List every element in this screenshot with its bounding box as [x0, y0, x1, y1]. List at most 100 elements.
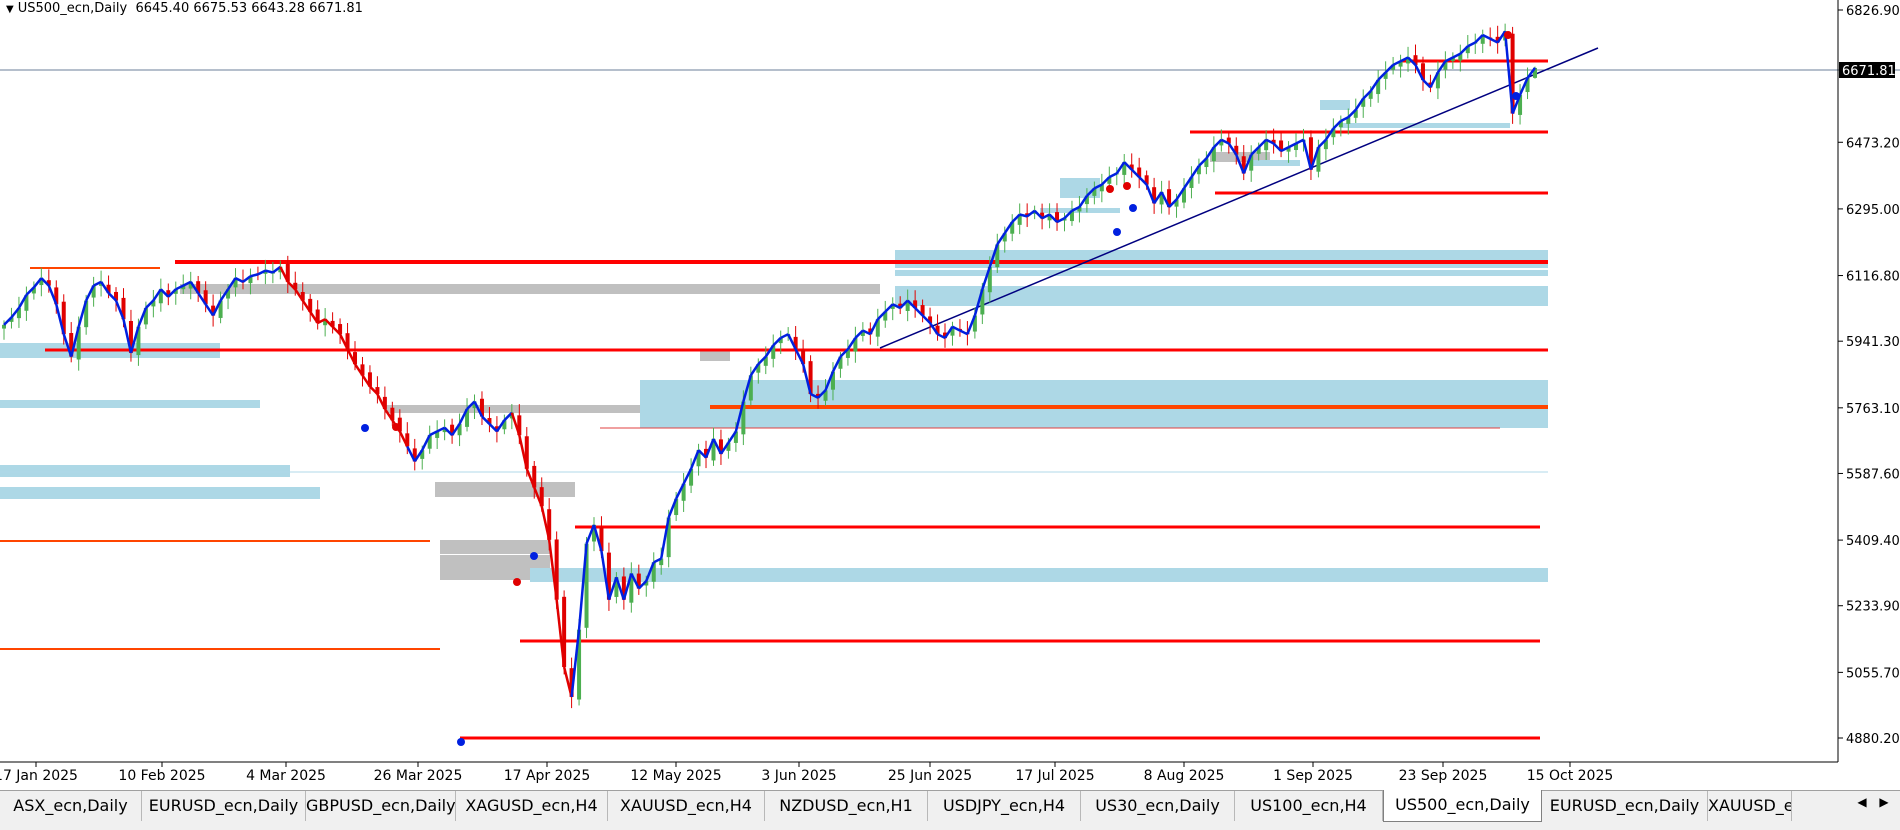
swing-high-marker: [1123, 182, 1131, 190]
candle-body: [547, 509, 552, 540]
indicator-segment: [1048, 213, 1058, 223]
indicator-segment: [1138, 176, 1148, 186]
indicator-segment: [1071, 205, 1080, 212]
candle-body: [1376, 79, 1381, 95]
candle-body: [816, 393, 821, 398]
swing-low-marker: [457, 738, 465, 746]
candle-body: [442, 427, 447, 433]
tab-xagusd-ecn-h4[interactable]: XAGUSD_ecn,H4: [456, 791, 608, 821]
tab-eurusd-ecn-daily[interactable]: EURUSD_ecn,Daily: [142, 791, 306, 821]
indicator-segment: [1160, 191, 1171, 208]
indicator-segment: [55, 303, 65, 335]
tab-xauusd-ecn-h4[interactable]: XAUUSD_ecn,H4: [1708, 791, 1792, 821]
indicator-segment: [503, 411, 513, 422]
candle-body: [756, 364, 761, 373]
swing-low-marker: [1512, 92, 1520, 100]
indicator-segment: [854, 329, 864, 339]
indicator-segment: [794, 348, 805, 365]
candle-body: [353, 352, 358, 365]
tab-us30-ecn-daily[interactable]: US30_ecn,Daily: [1081, 791, 1235, 821]
indicator-segment: [1407, 56, 1417, 66]
candle-body: [270, 272, 275, 274]
tab-eurusd-ecn-daily[interactable]: EURUSD_ecn,Daily: [1542, 791, 1708, 821]
indicator-segment: [40, 277, 50, 287]
candle-body: [636, 573, 641, 589]
indicator-segment: [973, 288, 984, 316]
zone-blue-mar-2: [0, 487, 320, 499]
candle-body: [1458, 53, 1463, 61]
candle-body: [465, 408, 470, 427]
tab-asx-ecn-daily[interactable]: ASX_ecn,Daily: [0, 791, 142, 821]
indicator-segment: [1212, 138, 1223, 149]
indicator-segment: [562, 666, 573, 698]
indicator-segment: [600, 550, 611, 600]
candle-body: [935, 325, 940, 335]
price-chart[interactable]: 6826.90 6473.20 6295.00 6116.80 5941.30 5763.…: [0, 0, 1900, 790]
swing-low-marker: [1113, 228, 1121, 236]
indicator-segment: [1452, 52, 1461, 59]
candle-body: [778, 337, 783, 344]
indicator-segment: [1250, 146, 1260, 156]
candle-body: [1069, 210, 1074, 222]
indicator-segment: [406, 445, 416, 462]
zone-gray-feb: [180, 284, 880, 294]
candle-body: [943, 332, 948, 338]
indicator-segment: [458, 408, 469, 425]
indicator-segment: [70, 326, 80, 357]
chart-tab-bar: ASX_ecn,Daily EURUSD_ecn,Daily GBPUSD_ecn,…: [0, 790, 1900, 830]
triangle-right-icon[interactable]: ▶: [1879, 795, 1889, 809]
indicator-segment: [376, 393, 387, 410]
indicator-segment: [996, 232, 1006, 246]
tab-us100-ecn-h4[interactable]: US100_ecn,H4: [1235, 791, 1383, 821]
indicator-segment: [1190, 165, 1200, 178]
indicator-segment: [93, 280, 102, 287]
indicator-segment: [1280, 146, 1290, 153]
candle-body: [46, 280, 51, 286]
indicator-segment: [1220, 138, 1230, 145]
candle-body: [718, 439, 723, 454]
indicator-segment: [555, 599, 566, 668]
indicator-segment: [488, 423, 498, 433]
candle-body: [1480, 35, 1485, 44]
candle-body: [950, 326, 955, 336]
indicator-segment: [1257, 138, 1268, 149]
candle-body: [1533, 67, 1537, 78]
tab-xauusd-ecn-h4[interactable]: XAUUSD_ecn,H4: [608, 791, 765, 821]
candle-body: [875, 319, 880, 337]
candle-body: [771, 345, 776, 359]
candle-body: [651, 562, 656, 582]
indicator-segment: [936, 333, 946, 340]
indicator-segment: [257, 269, 266, 276]
candle-body: [644, 581, 649, 586]
indicator-segment: [279, 266, 289, 283]
indicator-segment: [1205, 146, 1215, 160]
candle-body: [905, 300, 910, 311]
indicator-segment: [1235, 154, 1245, 174]
time-tick-label: 17 Jan 2025: [0, 768, 78, 784]
tab-usdjpy-ecn-h4[interactable]: USDJPY_ecn,H4: [928, 791, 1081, 821]
candle-body: [1413, 55, 1418, 65]
indicator-segment: [1242, 154, 1253, 174]
candle-body: [24, 294, 29, 311]
candle-body: [435, 431, 440, 438]
candle-body: [726, 442, 731, 451]
tab-gbpusd-ecn-daily[interactable]: GBPUSD_ecn,Daily: [306, 791, 456, 821]
tab-nzdusd-ecn-h1[interactable]: NZDUSD_ecn,H1: [765, 791, 928, 821]
indicator-segment: [114, 300, 125, 320]
candle-body: [838, 356, 843, 369]
indicator-segment: [1145, 184, 1156, 204]
indicator-segment: [929, 322, 939, 335]
indicator-segment: [525, 468, 536, 488]
indicator-segment: [1324, 127, 1335, 141]
indicator-segment: [1078, 195, 1088, 208]
candle-body: [315, 309, 320, 323]
trend-line[interactable]: [879, 47, 1599, 349]
indicator-segment: [727, 430, 737, 444]
indicator-segment: [1467, 41, 1476, 48]
tab-us500-ecn-daily[interactable]: US500_ecn,Daily: [1383, 790, 1542, 822]
indicator-segment: [1168, 198, 1178, 208]
indicator-segment: [122, 318, 133, 354]
triangle-left-icon[interactable]: ◀: [1857, 795, 1867, 809]
candle-body: [704, 448, 709, 458]
collapse-triangle-icon[interactable]: ▼: [6, 4, 14, 15]
